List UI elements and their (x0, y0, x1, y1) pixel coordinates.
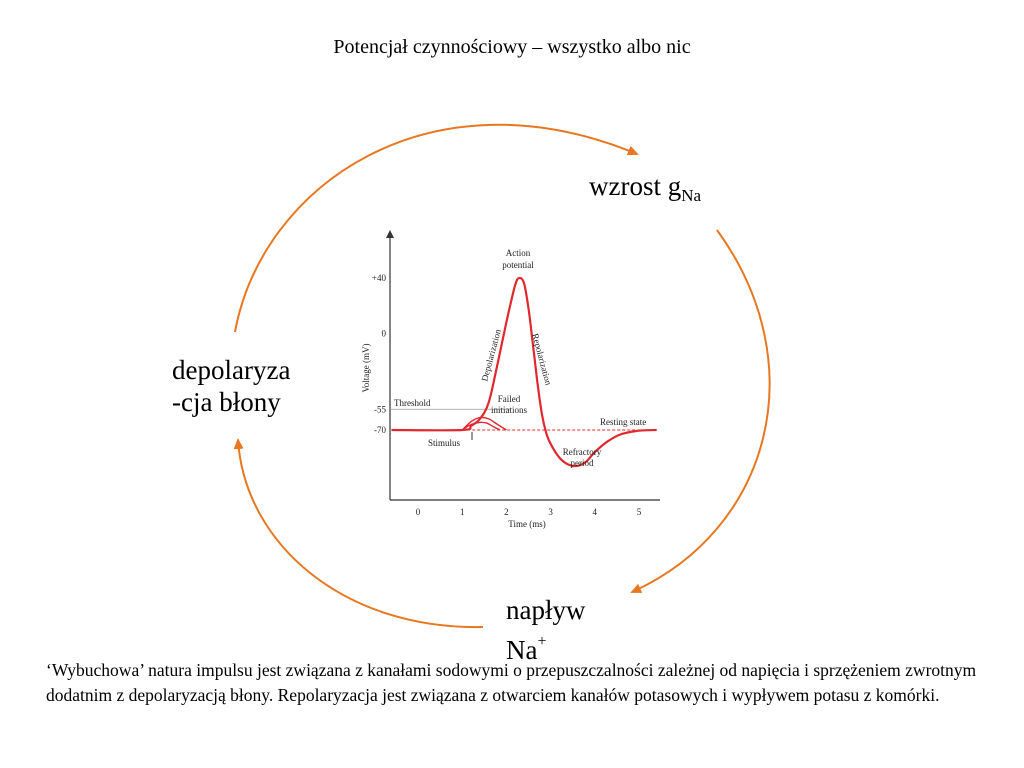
x-tick-label: 0 (416, 507, 421, 517)
x-tick-label: 3 (548, 507, 553, 517)
depol-line-2: -cja błony (172, 387, 281, 417)
annotation-action-1: Action (506, 248, 531, 258)
annotation-action-2: potential (502, 260, 534, 270)
influx-plus: + (537, 633, 547, 650)
page-title: Potencjał czynnościowy – wszystko albo n… (333, 36, 691, 58)
y-axis-label: Voltage (mV) (361, 343, 371, 392)
depol-line-1: depolaryza (172, 355, 291, 385)
annotation-failed-1: Failed (498, 394, 521, 404)
annotation-threshold: Threshold (394, 398, 431, 408)
label-sodium-conductance: wzrost gNa (589, 170, 701, 212)
y-tick-label: 0 (382, 328, 387, 338)
y-tick-label: -70 (374, 425, 386, 435)
label-sodium-influx: napływ Na+ (506, 594, 585, 666)
x-tick-label: 1 (460, 507, 465, 517)
action-potential-chart: +40 0 -55 -70 0 1 2 3 4 5 Voltage (mV) Time (ms)… (361, 230, 660, 529)
arrow-depol-to-gna (234, 123, 639, 333)
annotation-refractory-1: Refractory (563, 447, 602, 457)
arrow-influx-to-depol (233, 438, 484, 629)
caption-text: ‘Wybuchowa’ natura impulsu jest związana… (46, 660, 977, 705)
x-tick-label: 4 (593, 507, 598, 517)
influx-line-2: Na+ (506, 626, 585, 666)
failed-initiation-curve (461, 416, 507, 431)
annotation-failed-2: initiations (491, 405, 527, 415)
label-depolarization: depolaryza -cja błony (172, 354, 290, 418)
influx-line-1: napływ (506, 595, 586, 625)
x-tick-label: 5 (637, 507, 642, 517)
y-tick-label: +40 (372, 273, 387, 283)
action-potential-curve (391, 276, 657, 468)
annotation-refractory-2: period (571, 458, 594, 468)
failed-initiation-curve (461, 421, 501, 431)
x-tick-label: 2 (504, 507, 509, 517)
y-tick-label: -55 (374, 404, 386, 414)
gna-text: wzrost g (589, 171, 682, 201)
influx-na: Na (506, 635, 538, 665)
annotation-resting: Resting state (600, 417, 646, 427)
annotation-stimulus: Stimulus (428, 438, 461, 448)
gna-subscript: Na (681, 186, 702, 205)
arrow-gna-to-influx (630, 229, 771, 593)
x-axis-label: Time (ms) (508, 519, 545, 529)
